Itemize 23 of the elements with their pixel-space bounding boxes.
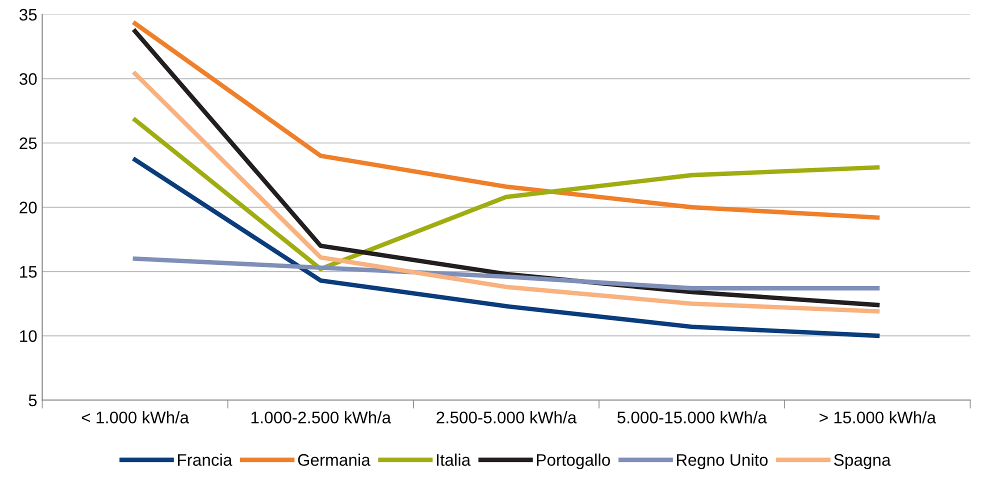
legend-label: Portogallo (536, 454, 610, 470)
x-tick-label: 5.000-15.000 kWh/a (617, 411, 767, 424)
line-series (132, 21, 880, 220)
legend-label: Regno Unito (677, 454, 768, 470)
line-series (132, 157, 880, 338)
x-tick-label: 1.000-2.500 kWh/a (251, 411, 392, 424)
line-series (132, 118, 880, 272)
legend-label: Italia (436, 454, 471, 466)
legend-label: Germania (298, 454, 370, 466)
x-tick-label: 2.500-5.000 kWh/a (436, 411, 577, 424)
line-series (132, 71, 880, 314)
y-tick-label: 10 (20, 330, 37, 342)
x-tick-label: < 1.000 kWh/a (82, 411, 189, 424)
legend-label: Francia (178, 454, 232, 466)
y-tick-label: 20 (20, 202, 37, 214)
y-tick-label: 30 (19, 73, 37, 85)
x-tick-label: > 15.000 kWh/a (820, 411, 936, 424)
legend-label: Spagna (834, 454, 891, 470)
y-tick-label: 35 (19, 8, 37, 21)
y-tick-label: 25 (20, 137, 37, 150)
y-tick-label: 5 (28, 394, 37, 406)
y-tick-label: 15 (20, 266, 37, 278)
line-series (132, 256, 880, 290)
